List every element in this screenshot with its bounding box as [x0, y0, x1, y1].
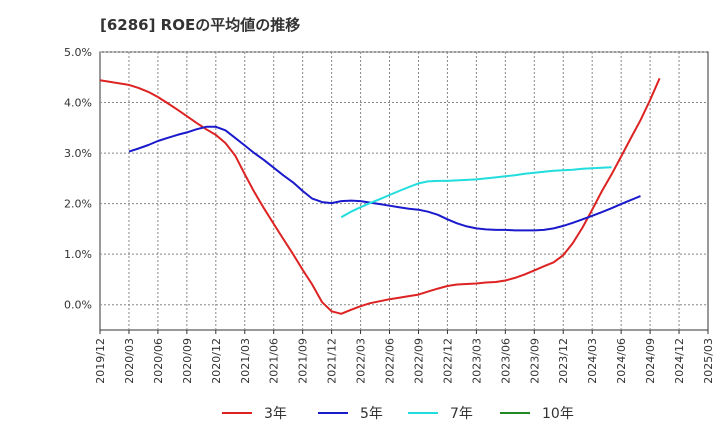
x-tick-label: 2020/09 — [181, 338, 194, 384]
x-tick-label: 2025/03 — [702, 338, 715, 384]
y-tick-label: 2.0% — [64, 198, 92, 211]
x-tick-label: 2023/12 — [557, 338, 570, 384]
y-tick-label: 0.0% — [64, 299, 92, 312]
legend-label: 10年 — [542, 406, 574, 422]
y-tick-label: 4.0% — [64, 97, 92, 110]
x-tick-label: 2020/06 — [152, 338, 165, 384]
y-tick-label: 1.0% — [64, 248, 92, 261]
x-tick-label: 2023/03 — [470, 338, 483, 384]
plot-area — [99, 51, 709, 331]
series-line-7年 — [340, 166, 612, 219]
legend-label: 5年 — [360, 406, 383, 422]
x-tick-label: 2024/06 — [615, 338, 628, 384]
x-tick-label: 2024/09 — [644, 338, 657, 384]
x-tick-label: 2023/06 — [499, 338, 512, 384]
chart-title: [6286] ROEの平均値の推移 — [100, 16, 301, 34]
legend-label: 7年 — [450, 406, 473, 422]
y-tick-label: 5.0% — [64, 46, 92, 59]
series-line-3年 — [99, 77, 661, 315]
x-tick-label: 2022/06 — [384, 338, 397, 384]
x-tick-label: 2021/06 — [268, 338, 281, 384]
x-tick-label: 2022/12 — [441, 338, 454, 384]
x-tick-label: 2024/03 — [586, 338, 599, 384]
x-tick-label: 2024/12 — [673, 338, 686, 384]
x-tick-label: 2020/03 — [123, 338, 136, 384]
x-tick-label: 2019/12 — [94, 338, 107, 384]
x-tick-label: 2022/03 — [355, 338, 368, 384]
x-tick-label: 2023/09 — [528, 338, 541, 384]
x-tick-label: 2021/03 — [239, 338, 252, 384]
x-tick-label: 2022/09 — [412, 338, 425, 384]
series-line-5年 — [128, 125, 641, 232]
x-tick-label: 2021/09 — [297, 338, 310, 384]
legend-label: 3年 — [264, 406, 287, 422]
x-tick-label: 2021/12 — [326, 338, 339, 384]
x-tick-label: 2020/12 — [210, 338, 223, 384]
y-tick-label: 3.0% — [64, 147, 92, 160]
